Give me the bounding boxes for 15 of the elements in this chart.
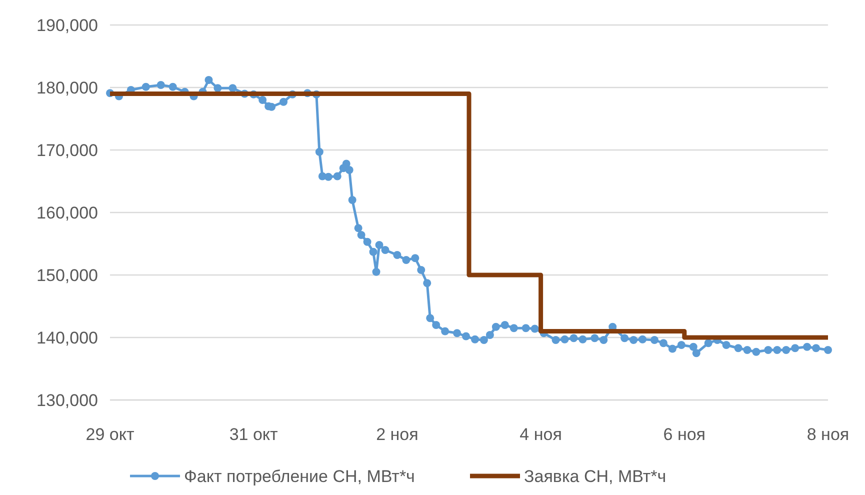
x-tick-label: 4 ноя	[520, 425, 562, 444]
x-tick-label: 2 ноя	[376, 425, 418, 444]
y-tick-label: 140,000	[36, 328, 98, 348]
x-tick-label: 31 окт	[229, 425, 278, 444]
legend-label: Заявка СН, МВт*ч	[524, 467, 666, 486]
y-tick-label: 150,000	[36, 266, 98, 285]
y-tick-label: 180,000	[36, 78, 98, 98]
legend-label: Факт потребление СН, МВт*ч	[184, 467, 415, 486]
x-tick-label: 6 ноя	[663, 425, 706, 444]
y-tick-label: 160,000	[36, 203, 98, 222]
y-tick-label: 170,000	[36, 140, 98, 160]
y-tick-label: 190,000	[36, 16, 98, 35]
y-tick-label: 130,000	[36, 390, 98, 410]
x-tick-label: 8 ноя	[806, 425, 850, 444]
x-tick-label: 29 окт	[86, 425, 134, 444]
